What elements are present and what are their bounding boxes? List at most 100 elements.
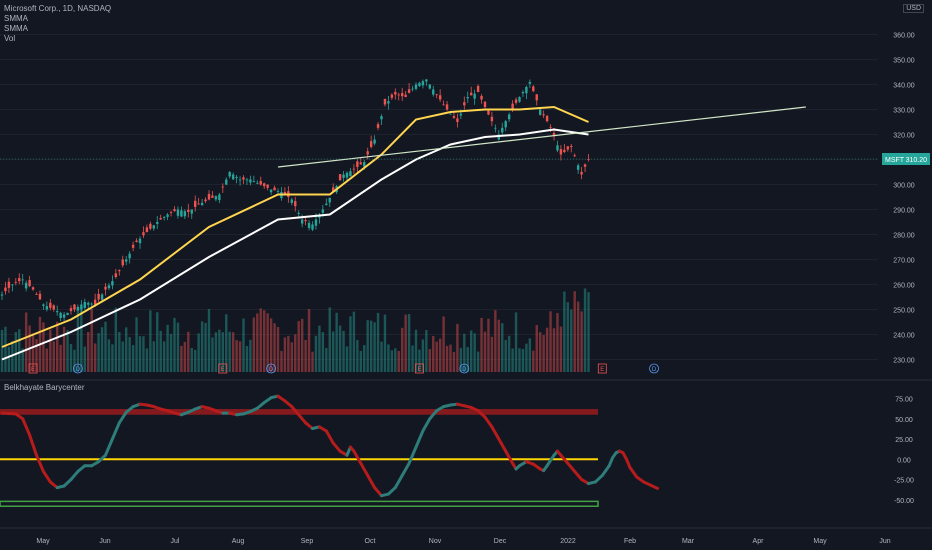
volume-bar [176, 322, 180, 372]
volume-bar [397, 351, 400, 372]
candle-body [21, 279, 24, 281]
volume-bar [125, 327, 128, 372]
candle-body [580, 171, 583, 175]
barycenter-segment [490, 425, 501, 441]
volume-bar [332, 331, 335, 372]
barycenter-segment [400, 461, 411, 477]
candle-body [11, 284, 14, 286]
candle-body [507, 114, 511, 120]
price-tick-label: 320.00 [893, 133, 915, 140]
candle-body [166, 214, 169, 217]
volume-bar [197, 333, 200, 372]
volume-bar [211, 337, 214, 372]
volume-bar [587, 292, 590, 372]
volume-bar [194, 349, 197, 372]
marker-label: D [462, 367, 467, 373]
volume-bar [135, 317, 138, 372]
candle-body [332, 187, 335, 192]
barycenter-segment [69, 469, 80, 482]
candle-body [539, 109, 542, 115]
volume-bar [559, 326, 563, 372]
volume-bar [445, 345, 449, 372]
candle-body [549, 126, 552, 128]
volume-bar [452, 351, 456, 372]
volume-bar [483, 331, 487, 372]
candle-body [218, 194, 221, 201]
volume-bar [21, 348, 24, 372]
oscillator-title[interactable]: Belkhayate Barycenter [4, 383, 85, 392]
volume-bar [73, 349, 76, 372]
volume-bar [90, 308, 93, 372]
volume-bar [276, 327, 280, 372]
candle-body [97, 293, 100, 300]
volume-bar [80, 308, 83, 372]
volume-bar [114, 307, 118, 372]
candle-body [100, 294, 104, 300]
volume-bar [249, 339, 252, 372]
candle-body [142, 232, 145, 236]
candle-body [259, 180, 262, 185]
volume-bar [190, 347, 193, 372]
marker-label: E [31, 367, 35, 373]
barycenter-segment [97, 453, 107, 464]
volume-bar [218, 329, 221, 372]
volume-bar [280, 350, 283, 372]
volume-bar [214, 332, 218, 372]
smma-line [1, 105, 589, 348]
osc-tick-label: 50.00 [895, 417, 913, 424]
volume-bar [225, 314, 228, 372]
smma-line [1, 128, 589, 361]
candle-body [80, 304, 83, 310]
candle-body [342, 174, 345, 178]
candle-body [421, 81, 425, 86]
candle-body [411, 88, 414, 90]
candle-body [563, 149, 566, 152]
candle-body [266, 184, 269, 188]
candle-body [425, 79, 428, 82]
candle-body [256, 182, 259, 184]
legend-volume[interactable]: Vol [4, 34, 16, 43]
barycenter-segment [104, 437, 114, 457]
osc-tick-label: 0.00 [897, 457, 911, 464]
volume-bar [328, 307, 331, 372]
legend-smma-slow[interactable]: SMMA [4, 24, 28, 33]
volume-bar [501, 323, 504, 372]
barycenter-segment [352, 449, 363, 465]
candle-body [190, 209, 193, 214]
volume-bar [525, 343, 528, 372]
volume-bar [338, 325, 342, 372]
volume-bar [83, 346, 86, 372]
time-tick-label: Mar [682, 538, 695, 545]
candle-body [194, 200, 197, 207]
candle-body [69, 308, 73, 312]
volume-bar [49, 329, 52, 372]
barycenter-segment [35, 453, 45, 473]
candle-body [24, 282, 28, 289]
volume-bar [570, 309, 573, 372]
volume-bar [480, 317, 483, 372]
price-tick-label: 360.00 [893, 33, 915, 40]
barycenter-segment [421, 417, 432, 433]
candle-body [187, 209, 190, 212]
time-tick-label: Dec [494, 538, 507, 545]
candle-body [93, 299, 97, 305]
legend-smma-fast[interactable]: SMMA [4, 14, 28, 23]
volume-bar [359, 350, 362, 372]
candle-body [204, 199, 207, 202]
osc-tick-label: -25.00 [894, 478, 914, 485]
candle-body [59, 312, 62, 319]
volume-bar [62, 326, 66, 372]
candle-body [459, 113, 463, 116]
candle-body [156, 222, 159, 224]
volume-bar [187, 331, 190, 372]
volume-bar [549, 311, 552, 372]
volume-bar [473, 333, 476, 372]
candle-body [76, 307, 80, 311]
barycenter-segment [600, 464, 611, 477]
volume-bar [583, 288, 587, 372]
candle-body [125, 259, 128, 262]
legend-title[interactable]: Microsoft Corp., 1D, NASDAQ [4, 4, 112, 13]
volume-bar [387, 344, 390, 372]
volume-bar [235, 340, 238, 372]
